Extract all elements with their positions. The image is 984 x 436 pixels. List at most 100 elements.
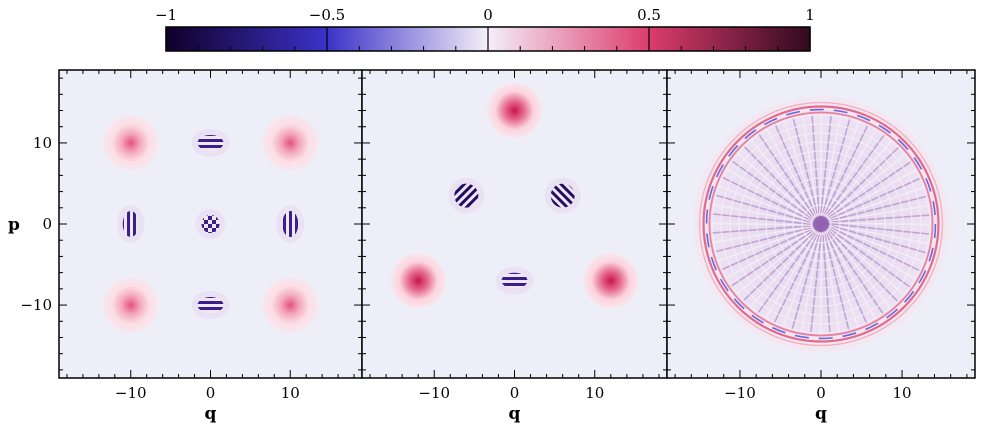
ring-band-positive [702,105,940,343]
interference-streak [825,226,899,303]
x-tick-label: 10 [585,384,604,402]
ring-band-negative [705,108,937,340]
interference-fringe [282,211,299,237]
interference-streak [821,124,869,219]
interference-streak [711,222,816,226]
interference-fringe [550,183,575,208]
interference-streak [711,224,816,234]
interference-streak [826,223,927,254]
wigner-peak [583,253,639,309]
interference-streak [826,214,931,224]
colorbar-tick-label: 0.5 [637,6,661,24]
interference-fringe [454,183,479,208]
interference-ring [765,168,877,280]
ring-band-positive [698,101,944,347]
wigner-peak [390,253,446,309]
interference-streak [750,139,818,221]
interference-streak [782,229,821,327]
interference-streak [826,223,929,245]
interference-streak [774,124,819,220]
interference-fringe [501,272,528,289]
x-tick-label: 10 [281,384,300,402]
interference-streak [823,228,868,324]
wigner-peak [103,115,158,171]
interference-streak [825,225,911,288]
y-tick-label: 10 [33,134,52,152]
y-axis-label: p [8,215,20,235]
interference-streak [824,228,876,320]
interference-streak [765,229,820,319]
interference-streak [823,146,900,220]
interference-streak [822,134,885,220]
interference-streak [826,204,930,223]
interference-streak [713,203,816,225]
interference-streak [715,194,816,225]
interference-ring [738,141,904,307]
interference-ring [810,213,832,235]
y-tick-label: −10 [20,296,52,314]
interference-ring [729,132,913,316]
interference-streak [712,225,816,244]
x-tick-label: −10 [418,384,450,402]
interference-streak [811,114,821,219]
interference-streak [730,227,818,287]
wigner-peak [263,277,318,333]
interference-streak [825,177,921,222]
colorbar: −1 −0.5 0 0.5 1 [155,6,815,52]
interference-streak [792,117,820,219]
interference-streak [742,228,819,302]
interference-streak [791,229,822,330]
colorbar-tick-label: −0.5 [309,6,345,24]
interference-streak [711,213,816,226]
interference-streak [825,226,905,296]
x-tick-label: 0 [206,384,216,402]
interference-streak [826,224,924,263]
interference-fringe [201,215,220,233]
colorbar-tick-label: 1 [805,6,815,24]
interference-ring [801,204,841,244]
x-axis-label: q [509,404,521,424]
interference-streak [825,186,925,222]
wigner-peak [263,115,318,171]
interference-streak [821,121,860,219]
interference-streak [757,228,820,314]
panel-content [103,115,318,333]
panel-2: −10 0 10 q [361,69,668,424]
interference-streak [800,229,822,332]
interference-streak [826,222,931,226]
interference-streak [737,152,817,222]
interference-streak [826,195,928,223]
interference-streak [825,169,917,221]
interference-streak [731,160,817,223]
interference-streak [819,229,823,334]
interference-streak [824,161,912,221]
panel-content [693,96,949,352]
panel-3: −10 0 10 q [666,69,976,424]
x-tick-label: −10 [115,384,147,402]
x-tick-label: 10 [893,384,912,402]
x-tick-label: 0 [816,384,826,402]
interference-ring [756,159,886,289]
interference-streak [819,114,823,219]
interference-streak [721,176,816,224]
panel-content [390,83,639,309]
interference-ring [792,195,850,253]
interference-streak [822,129,877,219]
interference-fringe [197,297,224,314]
interference-streak [822,229,850,331]
interference-streak [721,226,817,271]
interference-streak [820,118,851,219]
interference-streak [749,228,819,308]
ring-band-positive [708,111,934,337]
interference-streak [823,140,893,220]
interference-streak [743,145,817,222]
colorbar-tick-label: −1 [155,6,177,24]
interference-fringe [122,211,139,237]
panel-1: −10 0 10 q −10 0 10 p [8,69,363,424]
interference-ring [783,186,859,262]
interference-streak [810,229,823,334]
interference-streak [824,227,892,309]
interference-streak [824,227,884,315]
x-tick-label: −10 [724,384,756,402]
